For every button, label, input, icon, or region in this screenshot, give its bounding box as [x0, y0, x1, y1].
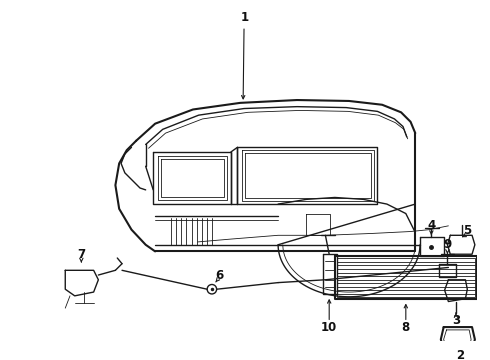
Text: 6: 6 [215, 269, 223, 282]
Text: 9: 9 [443, 238, 452, 251]
Text: 1: 1 [241, 11, 249, 24]
Text: 7: 7 [77, 248, 85, 261]
Text: 4: 4 [427, 219, 436, 232]
Text: 8: 8 [402, 320, 410, 334]
Text: 10: 10 [321, 320, 337, 334]
Text: 5: 5 [463, 224, 471, 237]
Text: 3: 3 [452, 314, 460, 327]
Text: 2: 2 [456, 349, 464, 360]
